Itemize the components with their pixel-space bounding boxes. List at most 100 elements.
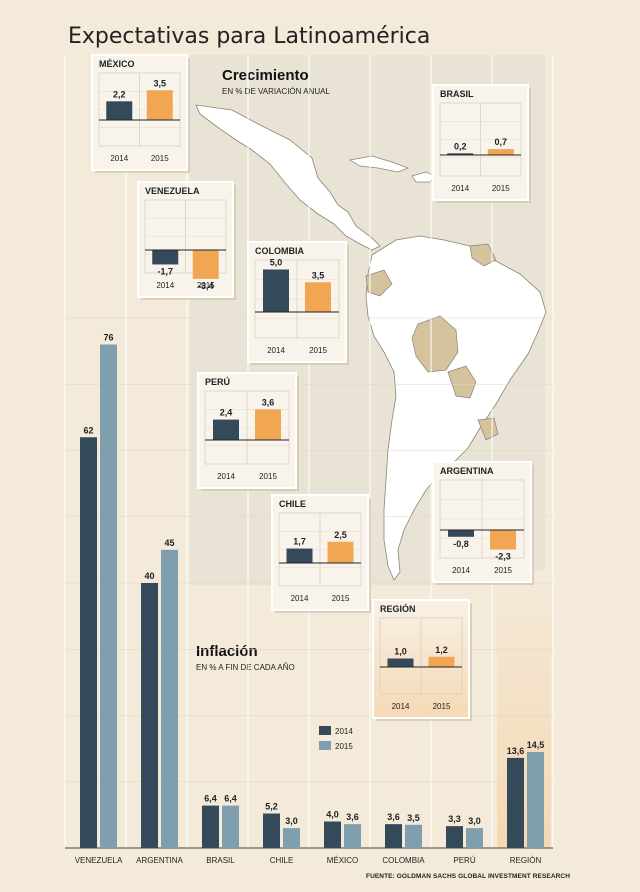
growth-subtitle: EN % DE VARIACIÓN ANUAL — [222, 87, 330, 96]
map-ecuador — [365, 269, 393, 297]
growth-bar-2015 — [146, 90, 173, 120]
inflation-value-label: 3,6 — [346, 812, 359, 822]
inflation-bar-2014 — [385, 824, 402, 848]
inflation-category-label: VENEZUELA — [75, 856, 123, 865]
inflation-value-label: 3,6 — [387, 812, 400, 822]
inflation-bar-2014 — [80, 437, 97, 848]
growth-bar-2015 — [428, 656, 455, 667]
card-title: VENEZUELA — [145, 186, 200, 196]
growth-value-label: 5,0 — [270, 258, 283, 268]
inflation-category-label: ARGENTINA — [136, 856, 183, 865]
inflation-category-label: REGIÓN — [510, 856, 542, 865]
growth-year-label: 2015 — [494, 566, 512, 575]
growth-bar-2015 — [487, 149, 514, 155]
growth-card-colombia: COLOMBIA 5,0 2014 3,5 2015 — [247, 241, 349, 365]
inflation-value-label: 13,6 — [507, 746, 525, 756]
card-title: CHILE — [279, 499, 306, 509]
inflation-bar-2015 — [527, 751, 544, 848]
inflation-value-label: 45 — [164, 538, 174, 548]
inflation-bar-2015 — [344, 824, 361, 848]
growth-title: Crecimiento — [222, 67, 309, 84]
inflation-bar-2015 — [161, 549, 178, 848]
inflation-value-label: 5,2 — [265, 802, 278, 812]
inflation-category-label: BRASIL — [206, 856, 235, 865]
growth-year-label: 2015 — [309, 346, 327, 355]
growth-value-label: 1,0 — [394, 647, 407, 657]
growth-year-label: 2015 — [151, 154, 169, 163]
page-title: Expectativas para Latinoamérica — [68, 24, 431, 49]
inflation-title: Inflación — [196, 643, 258, 660]
growth-bar-2014 — [387, 658, 414, 667]
inflation-bar-2015 — [283, 828, 300, 848]
legend-label-2015: 2015 — [335, 742, 353, 751]
growth-year-label: 2015 — [433, 702, 451, 711]
growth-bar-2015 — [192, 250, 219, 279]
card-title: REGIÓN — [380, 603, 416, 614]
inflation-value-label: 3,5 — [407, 813, 420, 823]
inflation-bar-2014 — [446, 826, 463, 848]
growth-bar-2014 — [448, 530, 474, 537]
map-uruguay — [477, 417, 499, 441]
growth-cards: MÉXICO 2,2 2014 3,5 2015 BRASIL 0,2 2014 0,7 2015… — [91, 54, 534, 721]
inflation-value-label: 6,4 — [224, 794, 237, 804]
growth-card-perú: PERÚ 2,4 2014 3,6 2015 — [197, 372, 299, 491]
growth-bar-2014 — [447, 153, 474, 155]
growth-card-región: REGIÓN 1,0 2014 1,2 2015 — [372, 599, 472, 721]
card-title: BRASIL — [440, 89, 474, 99]
legend-swatch-2014 — [319, 726, 331, 735]
growth-value-label: 2,2 — [113, 89, 126, 99]
card-title: PERÚ — [205, 376, 230, 387]
inflation-value-label: 4,0 — [326, 810, 339, 820]
inflation-value-label: 6,4 — [204, 794, 217, 804]
legend-swatch-2015 — [319, 741, 331, 750]
growth-value-label: 3,6 — [262, 397, 275, 407]
growth-bar-2014 — [152, 250, 179, 265]
card-title: COLOMBIA — [255, 246, 304, 256]
map-cuba — [349, 155, 409, 173]
card-title: ARGENTINA — [440, 466, 494, 476]
inflation-bar-2015 — [405, 824, 422, 848]
growth-year-label: 2014 — [452, 566, 470, 575]
growth-card-chile: CHILE 1,7 2014 2,5 2015 — [271, 494, 371, 613]
growth-value-label: -2,3 — [495, 552, 511, 562]
growth-year-label: 2014 — [392, 702, 410, 711]
inflation-category-label: PERÚ — [453, 856, 475, 865]
inflation-category-label: CHILE — [270, 856, 294, 865]
growth-value-label: -3,4 — [198, 281, 214, 291]
growth-bar-2015 — [490, 530, 516, 550]
inflation-value-label: 3,0 — [468, 816, 481, 826]
inflation-bar-2014 — [263, 813, 280, 848]
growth-year-label: 2015 — [197, 281, 215, 290]
map-guyana — [469, 243, 497, 267]
inflation-chart: 62 76 VENEZUELA 40 45 ARGENTINA 6,4 6,4 BRASIL 5,… — [64, 55, 554, 865]
map-paraguay — [447, 365, 477, 399]
legend-label-2014: 2014 — [335, 727, 353, 736]
growth-value-label: 0,2 — [454, 141, 467, 151]
inflation-bar-2015 — [100, 344, 117, 848]
growth-bar-2014 — [106, 101, 133, 120]
inflation-bar-2014 — [324, 821, 341, 848]
growth-value-label: 3,5 — [153, 78, 166, 88]
growth-value-label: 2,5 — [334, 530, 347, 540]
inflation-category-label: COLOMBIA — [382, 856, 425, 865]
inflation-value-label: 76 — [103, 333, 113, 343]
inflation-bar-2015 — [466, 828, 483, 848]
inflation-value-label: 62 — [83, 425, 93, 435]
growth-year-label: 2014 — [451, 184, 469, 193]
growth-value-label: 0,7 — [494, 137, 507, 147]
growth-card-argentina: ARGENTINA -0,8 2014 -2,3 2015 — [432, 461, 534, 585]
growth-value-label: 1,2 — [435, 645, 448, 655]
growth-year-label: 2014 — [267, 346, 285, 355]
growth-card-brasil: BRASIL 0,2 2014 0,7 2015 — [432, 84, 531, 203]
inflation-category-label: MÉXICO — [327, 856, 359, 865]
inflation-bar-2015 — [222, 805, 239, 848]
growth-value-label: 1,7 — [293, 537, 306, 547]
growth-bar-2015 — [255, 409, 281, 440]
map-mexico — [195, 104, 381, 251]
inflation-subtitle: EN % A FIN DE CADA AÑO — [196, 663, 295, 672]
growth-bar-2015 — [305, 282, 331, 312]
growth-value-label: 2,4 — [220, 408, 233, 418]
inflation-legend: 2014 2015 — [319, 726, 353, 751]
